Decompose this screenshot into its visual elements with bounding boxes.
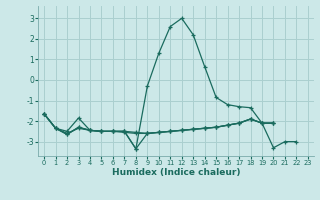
X-axis label: Humidex (Indice chaleur): Humidex (Indice chaleur) xyxy=(112,168,240,177)
